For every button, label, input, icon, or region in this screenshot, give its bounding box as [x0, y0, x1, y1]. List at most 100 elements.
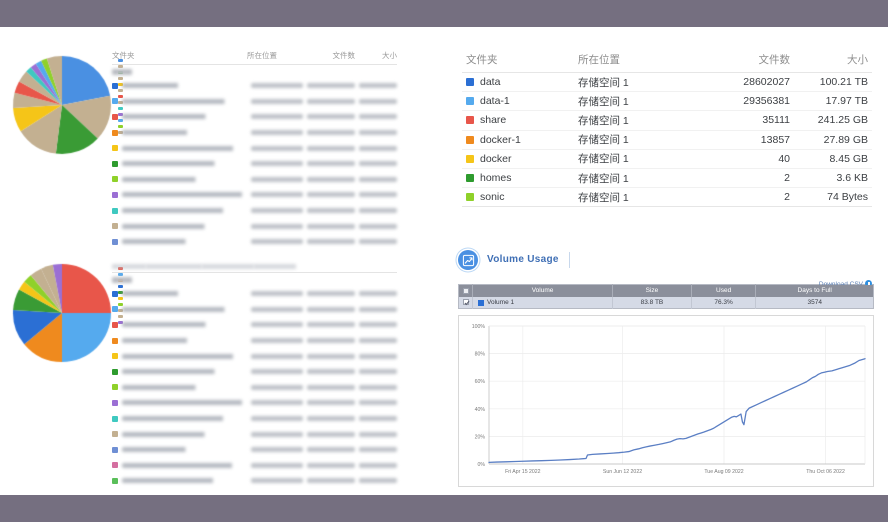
blurred-count	[307, 400, 355, 406]
volume-usage-tab[interactable]: Volume Usage	[458, 249, 874, 271]
blurred-count	[307, 462, 355, 468]
grid-header-size[interactable]: Size	[612, 284, 692, 297]
legend-swatch	[466, 193, 474, 202]
legend-swatch	[112, 353, 118, 360]
volume-usage-chart[interactable]: 0% 20% 40% 60% 80% 100% Fri Apr 15 2022 Sun Jun…	[458, 315, 874, 487]
list-item[interactable]	[112, 203, 397, 219]
blurred-folder-list-bottom[interactable]	[112, 253, 397, 489]
blurred-folder-list-top[interactable]: 文件夹 所在位置 文件数 大小	[112, 45, 397, 250]
blurred-name	[122, 462, 247, 468]
table-row[interactable]: sonic 存储空间 1 2 74 Bytes	[462, 188, 872, 208]
blurred-name	[122, 478, 247, 484]
table-row[interactable]: data 存储空间 1 28602027 100.21 TB	[462, 73, 872, 93]
table-row[interactable]: homes 存储空间 1 2 3.6 KB	[462, 169, 872, 189]
select-all-header[interactable]	[458, 284, 473, 297]
list-item[interactable]	[112, 473, 397, 489]
legend-swatch	[112, 306, 118, 313]
cell-size: 74 Bytes	[827, 191, 868, 204]
blurred-location	[251, 353, 303, 359]
row-checkbox[interactable]	[462, 299, 469, 306]
blurred-location	[251, 208, 303, 214]
y-axis-tick-label: 20%	[475, 434, 486, 440]
blurred-name	[122, 130, 247, 136]
legend-swatch	[112, 337, 118, 344]
row-select-cell[interactable]	[458, 296, 473, 309]
list-item[interactable]	[112, 411, 397, 427]
column-header-size[interactable]: 大小	[847, 54, 868, 66]
cell-size: 8.45 GB	[829, 152, 868, 165]
cell-location: 存储空间 1	[578, 191, 629, 204]
list-item[interactable]	[112, 302, 397, 318]
list-item[interactable]	[112, 395, 397, 411]
cell-size: 100.21 TB	[819, 76, 868, 89]
volume-swatch	[478, 299, 484, 306]
select-all-checkbox[interactable]	[462, 287, 469, 294]
grid-header-volume[interactable]: Volume	[472, 284, 614, 297]
list-item[interactable]	[112, 380, 397, 396]
download-icon[interactable]	[865, 280, 872, 287]
legend-swatch	[112, 399, 118, 406]
cell-folder-name: docker-1	[480, 133, 521, 146]
volume-usage-widget: Volume Usage Download CSV Volume Size Us…	[458, 249, 874, 487]
list-item[interactable]	[112, 187, 397, 203]
legend-swatch	[118, 297, 123, 300]
cell-folder-name: data-1	[480, 95, 510, 108]
blurred-count	[307, 353, 355, 359]
legend-swatch	[112, 415, 118, 422]
legend-swatch	[118, 273, 123, 276]
list-item[interactable]	[112, 172, 397, 188]
legend-swatch	[466, 135, 474, 144]
list-item[interactable]	[112, 78, 397, 94]
list-item[interactable]	[112, 218, 397, 234]
blurred-location	[251, 416, 303, 422]
legend-swatch	[112, 176, 118, 183]
list-item[interactable]	[112, 94, 397, 110]
grid-header-used[interactable]: Used	[691, 284, 757, 297]
list-item[interactable]	[112, 156, 397, 172]
list-item[interactable]	[112, 348, 397, 364]
cell-size: 83.8 TB	[612, 296, 692, 309]
legend-swatch	[118, 315, 123, 318]
blurred-list-header-bottom	[112, 253, 397, 273]
list-item[interactable]	[112, 125, 397, 141]
table-row[interactable]: docker 存储空间 1 40 8.45 GB	[462, 150, 872, 169]
list-item[interactable]	[112, 364, 397, 380]
column-header-location[interactable]: 所在位置	[578, 54, 620, 66]
blurred-name	[122, 416, 247, 422]
list-item[interactable]	[112, 109, 397, 125]
cell-file-count: 29356381	[743, 95, 790, 108]
table-row[interactable]: docker-1 存储空间 1 13857 27.89 GB	[462, 131, 872, 150]
blurred-location	[251, 114, 303, 120]
cell-location: 存储空间 1	[578, 76, 629, 89]
list-item[interactable]	[112, 458, 397, 474]
blurred-count	[307, 478, 355, 484]
cell-file-count: 28602027	[743, 76, 790, 89]
pie-chart-top	[12, 55, 112, 160]
table-row[interactable]: Volume 1 83.8 TB 76.3% 3574	[458, 296, 874, 309]
legend-swatch	[118, 65, 123, 68]
list-item[interactable]	[112, 426, 397, 442]
list-item[interactable]	[112, 140, 397, 156]
list-item[interactable]	[112, 333, 397, 349]
table-row[interactable]: data-1 存储空间 1 29356381 17.97 TB	[462, 92, 872, 112]
list-item[interactable]	[112, 286, 397, 302]
blurred-count	[307, 384, 355, 390]
column-header-file-count[interactable]: 文件数	[758, 54, 791, 66]
blurred-size	[359, 416, 397, 422]
list-item[interactable]	[112, 234, 397, 250]
blurred-count	[307, 223, 355, 229]
legend-swatch	[118, 95, 123, 98]
legend-swatch	[118, 321, 123, 324]
blurred-rows-bottom	[112, 286, 397, 489]
blurred-size	[359, 478, 397, 484]
blurred-location	[251, 338, 303, 344]
list-item[interactable]	[112, 317, 397, 333]
table-row[interactable]: share 存储空间 1 35111 241.25 GB	[462, 111, 872, 131]
blurred-header-count[interactable]: 文件数	[332, 51, 356, 60]
blurred-location	[251, 83, 303, 89]
list-item[interactable]	[112, 442, 397, 458]
blurred-size	[359, 306, 397, 312]
blurred-count	[307, 369, 355, 375]
grid-header-days-to-full[interactable]: Days to Full	[755, 284, 874, 297]
column-header-folder[interactable]: 文件夹	[466, 54, 498, 66]
